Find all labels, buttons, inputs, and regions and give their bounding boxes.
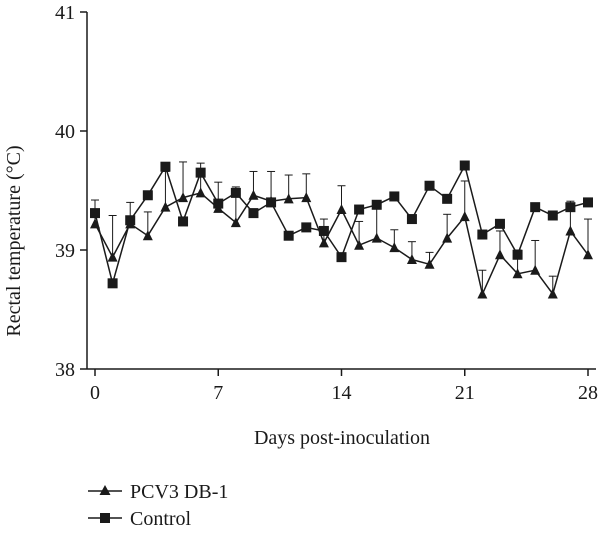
data-point-pcv3-day-12 bbox=[301, 192, 312, 203]
legend: PCV3 DB-1 Control bbox=[88, 481, 228, 530]
data-point-pcv3-day-17 bbox=[389, 242, 400, 253]
data-point-pcv3-day-4 bbox=[160, 201, 171, 212]
x-tick-label-21: 21 bbox=[455, 382, 475, 404]
data-point-control-day-14 bbox=[336, 252, 347, 263]
legend-marker-square-icon bbox=[100, 513, 110, 523]
data-point-control-day-8 bbox=[230, 187, 241, 198]
data-point-control-day-27 bbox=[565, 202, 576, 213]
data-point-control-day-18 bbox=[406, 214, 417, 225]
data-point-control-day-24 bbox=[512, 249, 523, 260]
data-point-control-day-7 bbox=[213, 198, 224, 209]
data-point-pcv3-day-3 bbox=[142, 230, 153, 241]
data-point-pcv3-day-15 bbox=[354, 239, 365, 250]
data-point-pcv3-day-20 bbox=[442, 232, 453, 243]
data-point-pcv3-day-9 bbox=[248, 189, 259, 200]
data-point-pcv3-day-23 bbox=[494, 249, 505, 260]
data-point-control-day-4 bbox=[160, 161, 171, 172]
legend-marker-triangle-icon bbox=[99, 485, 111, 495]
data-point-control-day-5 bbox=[178, 216, 189, 227]
data-point-control-day-3 bbox=[142, 190, 153, 201]
y-axis-label: Rectal temperature (°C) bbox=[3, 145, 25, 336]
data-point-pcv3-day-0 bbox=[90, 218, 100, 229]
legend-item-pcv3: PCV3 DB-1 bbox=[88, 481, 228, 503]
x-tick-label-0: 0 bbox=[90, 382, 100, 404]
data-point-pcv3-day-21 bbox=[459, 211, 470, 222]
data-point-pcv3-day-25 bbox=[530, 264, 541, 275]
y-tick-label-40: 40 bbox=[55, 121, 75, 143]
data-point-control-day-28 bbox=[583, 197, 593, 208]
x-tick-label-28: 28 bbox=[578, 382, 598, 404]
data-point-control-day-22 bbox=[477, 229, 488, 240]
data-point-pcv3-day-27 bbox=[565, 225, 576, 236]
data-point-control-day-12 bbox=[301, 222, 312, 233]
data-point-control-day-6 bbox=[195, 167, 206, 178]
axes: 38 39 40 41 0 7 14 21 28 bbox=[55, 2, 598, 404]
data-point-pcv3-day-1 bbox=[107, 251, 118, 262]
data-point-control-day-15 bbox=[354, 204, 365, 215]
data-point-control-day-17 bbox=[389, 191, 400, 202]
data-point-pcv3-day-22 bbox=[477, 288, 488, 299]
data-point-pcv3-day-26 bbox=[547, 288, 558, 299]
data-point-control-day-11 bbox=[283, 230, 294, 241]
data-point-pcv3-day-6 bbox=[195, 187, 206, 198]
data-point-control-day-1 bbox=[107, 278, 118, 289]
legend-label-control: Control bbox=[130, 508, 192, 530]
x-tick-label-7: 7 bbox=[213, 382, 223, 404]
data-point-pcv3-day-14 bbox=[336, 204, 347, 215]
data-point-pcv3-day-18 bbox=[406, 254, 417, 265]
series-markers bbox=[90, 160, 593, 299]
data-point-control-day-19 bbox=[424, 180, 435, 191]
series-lines bbox=[94, 163, 589, 297]
data-point-pcv3-day-16 bbox=[371, 232, 382, 243]
data-point-pcv3-day-13 bbox=[318, 237, 329, 248]
y-tick-label-41: 41 bbox=[55, 2, 75, 24]
data-point-control-day-16 bbox=[371, 199, 382, 210]
data-point-pcv3-day-5 bbox=[178, 192, 189, 203]
data-point-control-day-13 bbox=[318, 225, 329, 236]
data-point-pcv3-day-28 bbox=[583, 249, 593, 260]
x-tick-label-14: 14 bbox=[332, 382, 352, 404]
legend-label-pcv3: PCV3 DB-1 bbox=[130, 481, 228, 503]
data-point-pcv3-day-11 bbox=[283, 193, 294, 204]
data-point-pcv3-day-24 bbox=[512, 268, 523, 279]
y-tick-label-39: 39 bbox=[55, 240, 75, 262]
legend-item-control: Control bbox=[88, 508, 192, 530]
data-point-control-day-21 bbox=[459, 160, 470, 171]
data-point-control-day-23 bbox=[494, 218, 505, 229]
data-point-control-day-9 bbox=[248, 208, 259, 219]
data-point-control-day-2 bbox=[125, 215, 136, 226]
data-point-pcv3-day-19 bbox=[424, 258, 435, 269]
data-point-control-day-10 bbox=[266, 197, 277, 208]
series-line-control bbox=[94, 163, 589, 287]
x-axis-label: Days post-inoculation bbox=[254, 427, 430, 449]
data-point-pcv3-day-8 bbox=[230, 217, 241, 228]
data-point-control-day-20 bbox=[442, 193, 453, 204]
data-point-control-day-0 bbox=[90, 208, 100, 219]
data-point-control-day-25 bbox=[530, 202, 541, 213]
data-point-control-day-26 bbox=[547, 210, 558, 221]
y-tick-label-38: 38 bbox=[55, 359, 75, 381]
